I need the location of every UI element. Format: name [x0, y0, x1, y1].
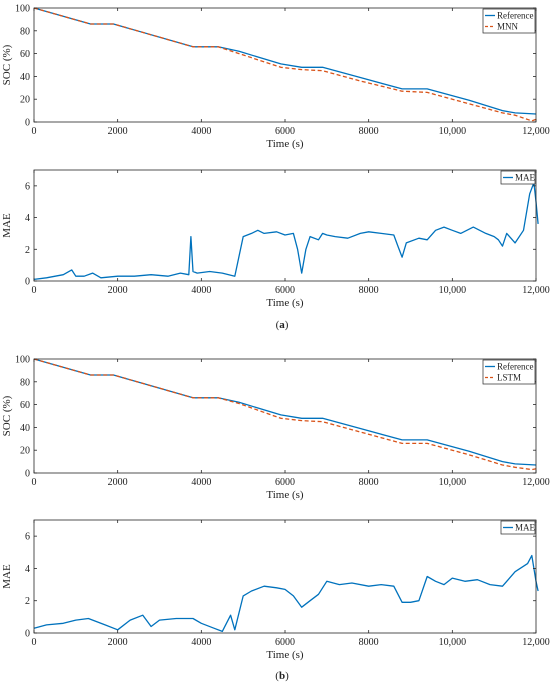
x-tick-label: 6000	[275, 126, 295, 137]
y-tick-label: 40	[20, 72, 30, 83]
series-line-mae	[33, 554, 539, 633]
y-axis-title: SOC (%)	[1, 44, 13, 85]
x-tick-label: 0	[32, 285, 37, 296]
y-axis-title: MAE	[1, 213, 13, 238]
x-tick-label: 4000	[191, 477, 211, 488]
y-tick-label: 60	[20, 49, 30, 60]
x-tick-label: 6000	[275, 477, 295, 488]
mae-chart-mnn: 0 2000 4000 6000 8000 10,000 12,000 0 2 4 6 Time (s…	[1, 169, 550, 309]
x-axis-title: Time (s)	[266, 489, 304, 501]
y-tick-label: 6	[25, 181, 30, 192]
x-tick-label: 10,000	[439, 477, 467, 488]
axes-frame	[33, 169, 537, 282]
legend-box	[482, 8, 536, 34]
y-tick-label: 80	[20, 377, 30, 388]
y-tick-label: 0	[25, 469, 30, 480]
legend-box	[500, 170, 536, 185]
legend-label: Reference	[497, 11, 533, 21]
legend-box	[482, 359, 536, 385]
series-line-mae	[33, 182, 539, 281]
x-tick-label: 10,000	[439, 126, 467, 137]
legend-box	[500, 520, 536, 535]
x-tick-label: 0	[32, 477, 37, 488]
y-tick-label: 4	[25, 213, 30, 224]
y-tick-label: 20	[20, 446, 30, 457]
y-tick-label: 0	[25, 629, 30, 640]
axes-frame	[33, 519, 537, 634]
x-tick-label: 0	[32, 126, 37, 137]
x-tick-label: 10,000	[439, 637, 467, 648]
legend-label: MAE	[515, 523, 536, 533]
y-tick-label: 4	[25, 564, 30, 575]
series-line-mnn	[33, 7, 539, 122]
legend-label: LSTM	[497, 373, 521, 383]
y-tick-label: 2	[25, 245, 30, 256]
y-tick-label: 100	[15, 4, 30, 15]
y-tick-label: 20	[20, 95, 30, 106]
x-tick-label: 10,000	[439, 285, 467, 296]
panel-b: 0 2000 4000 6000 8000 10,000 12,00002040608010…	[1, 355, 550, 683]
series-line-lstm	[33, 358, 539, 471]
x-tick-label: 2000	[108, 126, 128, 137]
x-tick-label: 2000	[108, 285, 128, 296]
series-line-reference	[33, 7, 537, 115]
x-tick-label: 12,000	[522, 285, 550, 296]
x-tick-label: 4000	[191, 285, 211, 296]
y-axis-title: SOC (%)	[1, 395, 13, 436]
x-tick-label: 6000	[275, 285, 295, 296]
x-tick-label: 8000	[359, 285, 379, 296]
legend: MAE	[500, 170, 536, 185]
x-tick-label: 8000	[359, 637, 379, 648]
x-tick-label: 0	[32, 637, 37, 648]
series-line-reference	[33, 358, 537, 466]
y-tick-label: 0	[25, 118, 30, 129]
x-tick-label: 12,000	[522, 477, 550, 488]
y-tick-label: 40	[20, 423, 30, 434]
x-tick-label: 6000	[275, 637, 295, 648]
y-tick-label: 0	[25, 277, 30, 288]
x-tick-label: 4000	[191, 637, 211, 648]
x-axis-title: Time (s)	[266, 649, 304, 661]
x-tick-label: 12,000	[522, 126, 550, 137]
soc-chart-lstm: 0 2000 4000 6000 8000 10,000 12,000 0 20 40 60 80 10…	[1, 355, 550, 502]
mae-chart-lstm: 0 2000 4000 6000 8000 10,000 12,000 0 2 4 6 Time (s…	[1, 519, 550, 661]
y-tick-label: 60	[20, 400, 30, 411]
x-tick-label: 4000	[191, 126, 211, 137]
x-tick-label: 8000	[359, 477, 379, 488]
x-tick-label: 2000	[108, 477, 128, 488]
legend-label: MAE	[515, 173, 536, 183]
x-axis-title: Time (s)	[266, 297, 304, 309]
y-tick-label: 6	[25, 532, 30, 543]
x-axis-title: Time (s)	[266, 138, 304, 150]
x-tick-label: 8000	[359, 126, 379, 137]
legend-label: Reference	[497, 362, 533, 372]
panel-a: 0 2000 4000 6000 8000 10,000 12,00002040608010…	[1, 4, 550, 332]
y-tick-label: 100	[15, 355, 30, 366]
legend-label: MNN	[497, 22, 519, 32]
y-axis-title: MAE	[1, 564, 13, 589]
y-tick-label: 2	[25, 596, 30, 607]
panel-label-a: (a)	[276, 319, 289, 331]
x-tick-label: 2000	[108, 637, 128, 648]
x-tick-label: 12,000	[522, 637, 550, 648]
y-tick-label: 80	[20, 26, 30, 37]
soc-chart-mnn: 0 2000 4000 6000 8000 10,000 12,000 0 20 40 60 80 10…	[1, 4, 550, 151]
panel-label-b: (b)	[275, 670, 289, 682]
legend: MAE	[500, 520, 536, 535]
